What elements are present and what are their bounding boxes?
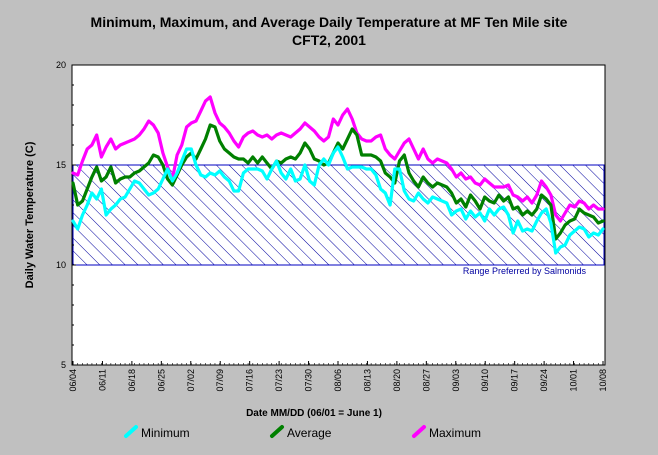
x-tick-label: 09/10 [480, 369, 490, 392]
legend-label-maximum: Maximum [429, 426, 481, 440]
x-tick-label: 08/20 [392, 369, 402, 392]
y-axis: 5 10 15 20 [56, 60, 76, 370]
salmonid-range-label: Range Preferred by Salmonids [463, 266, 587, 276]
x-tick-label: 06/18 [127, 369, 137, 392]
x-tick-label: 08/06 [333, 369, 343, 392]
y-tick-label: 5 [61, 360, 66, 370]
series-line-average [71, 123, 605, 241]
x-tick-label: 07/23 [274, 369, 284, 392]
series-line-maximum [71, 95, 605, 223]
legend-swatch-average [270, 425, 284, 438]
y-tick-label: 20 [56, 60, 66, 70]
x-tick-label: 09/17 [510, 369, 520, 392]
series-layer [71, 95, 605, 255]
x-tick-label: 07/09 [215, 369, 225, 392]
legend-swatch-minimum [124, 425, 138, 438]
x-tick-label: 06/11 [97, 369, 107, 391]
x-tick-label: 07/16 [245, 369, 255, 392]
chart-title: Minimum, Maximum, and Average Daily Temp… [91, 14, 568, 30]
chart-subtitle: CFT2, 2001 [292, 32, 366, 48]
y-axis-label: Daily Water Temperature (C) [24, 141, 36, 288]
x-tick-label: 07/02 [186, 369, 196, 392]
x-tick-label: 10/01 [569, 369, 579, 392]
y-tick-label: 15 [56, 160, 66, 170]
x-tick-label: 08/13 [362, 369, 372, 392]
x-axis: 06/04 06/11 06/18 06/25 07/02 07/09 07/16 07/23… [68, 361, 608, 392]
y-tick-label: 10 [56, 260, 66, 270]
x-axis-label: Date MM/DD (06/01 = June 1) [246, 408, 382, 419]
series-line-minimum [71, 145, 605, 255]
x-tick-label: 10/08 [598, 369, 608, 392]
x-tick-label: 06/04 [68, 369, 78, 392]
x-tick-label: 07/30 [304, 369, 314, 392]
x-tick-label: 08/27 [421, 369, 431, 392]
x-tick-label: 06/25 [156, 369, 166, 392]
x-tick-label: 09/03 [451, 369, 461, 392]
legend-label-average: Average [287, 426, 332, 440]
x-tick-label: 09/24 [539, 369, 549, 392]
legend: Minimum Average Maximum [124, 425, 481, 440]
legend-swatch-maximum [412, 425, 426, 438]
legend-label-minimum: Minimum [141, 426, 190, 440]
